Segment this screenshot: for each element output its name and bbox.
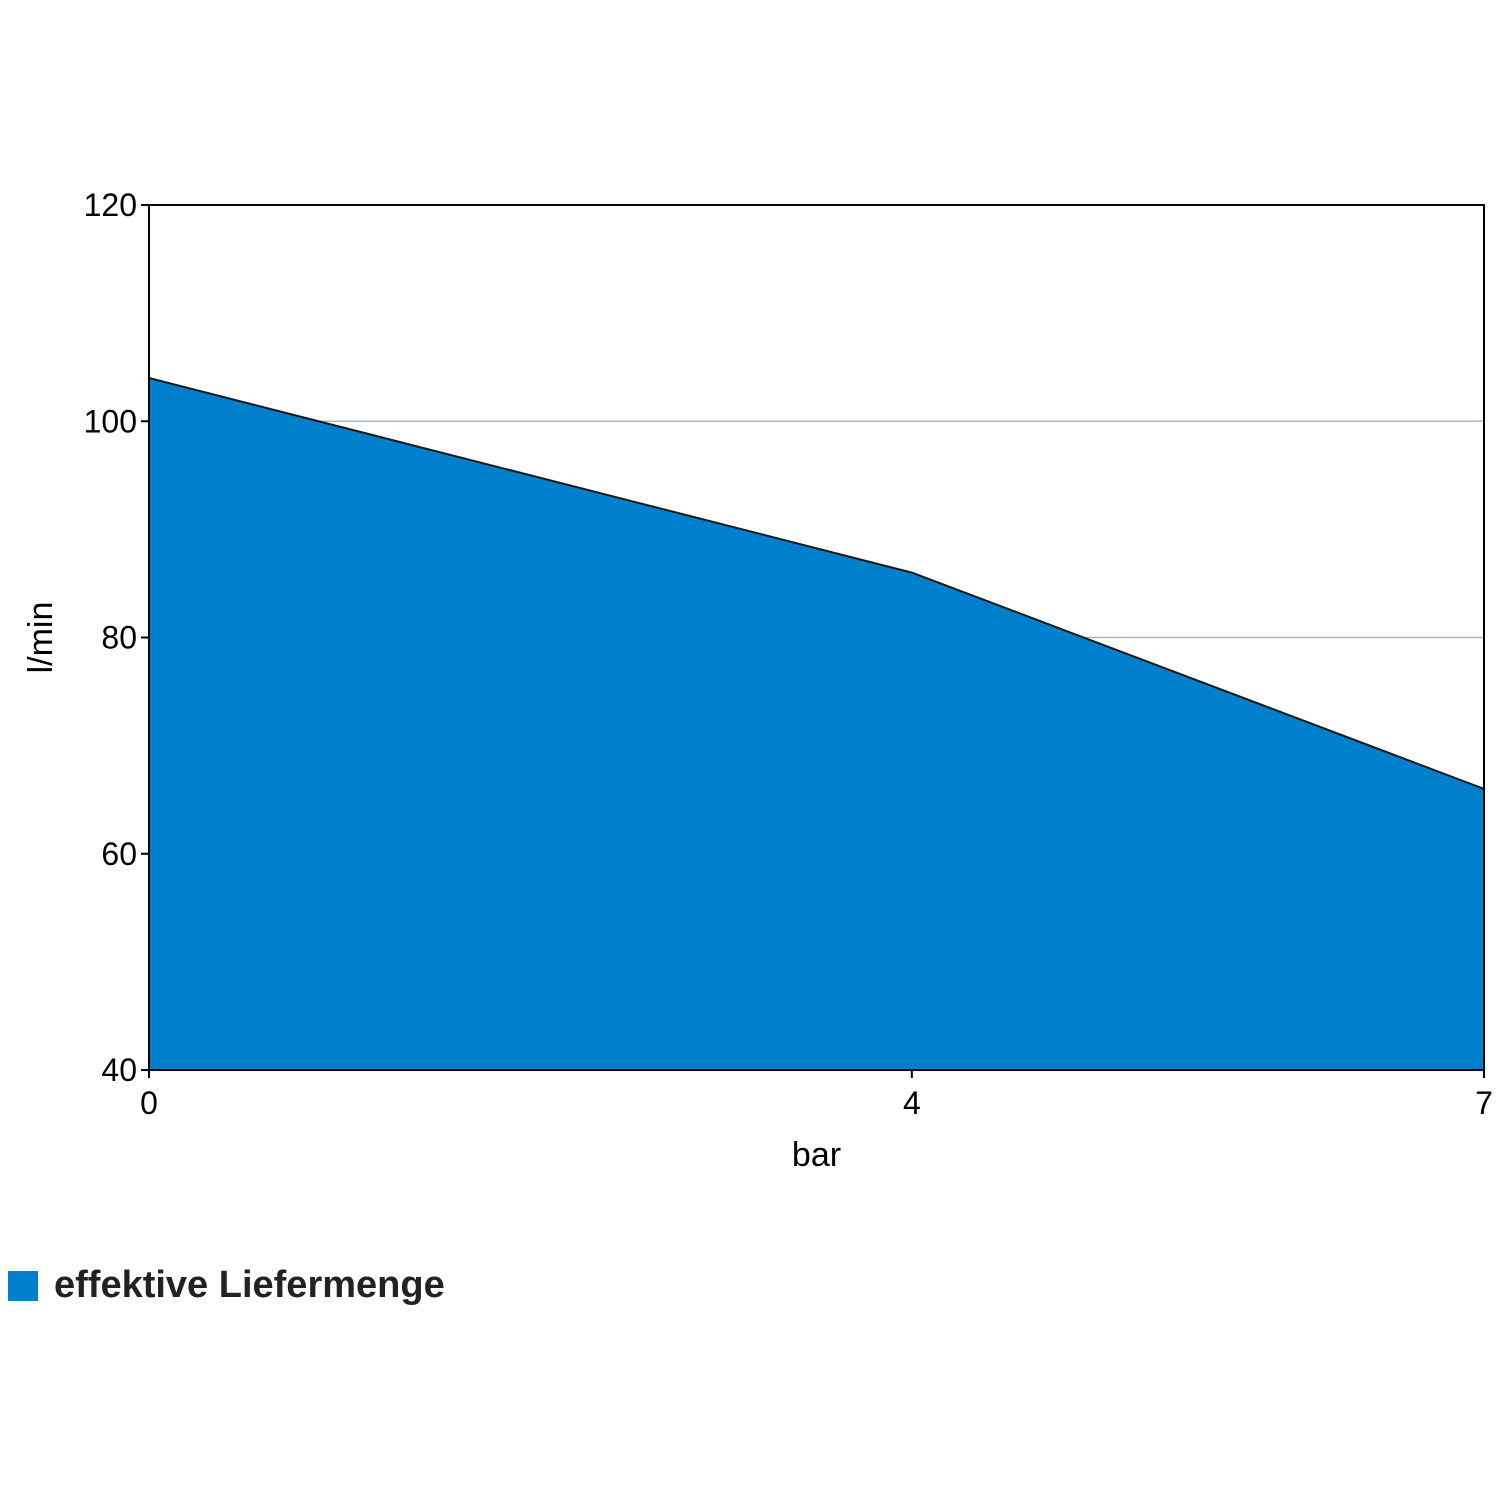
- y-axis-title: l/min: [22, 602, 60, 674]
- x-tick-label: 4: [903, 1085, 921, 1121]
- y-axis-ticks: 40 60 80 100 120: [84, 187, 149, 1088]
- x-tick-label: 7: [1475, 1085, 1493, 1121]
- y-tick-label: 60: [101, 836, 137, 872]
- y-tick-label: 100: [84, 403, 137, 439]
- x-axis-title: bar: [792, 1136, 841, 1174]
- area-series-line: [148, 377, 1485, 790]
- area-series-fill: [149, 378, 1484, 1070]
- x-tick-label: 0: [140, 1085, 158, 1121]
- x-axis-ticks: 0 4 7: [140, 1070, 1493, 1121]
- y-tick-label: 120: [84, 187, 137, 223]
- area-chart: 40 60 80 100 120 0 4 7 bar l/min: [22, 187, 1493, 1174]
- y-tick-label: 40: [101, 1052, 137, 1088]
- y-tick-label: 80: [101, 620, 137, 656]
- legend-label: effektive Liefermenge: [54, 1264, 445, 1306]
- legend-swatch: [8, 1270, 38, 1301]
- legend: effektive Liefermenge: [8, 1264, 445, 1307]
